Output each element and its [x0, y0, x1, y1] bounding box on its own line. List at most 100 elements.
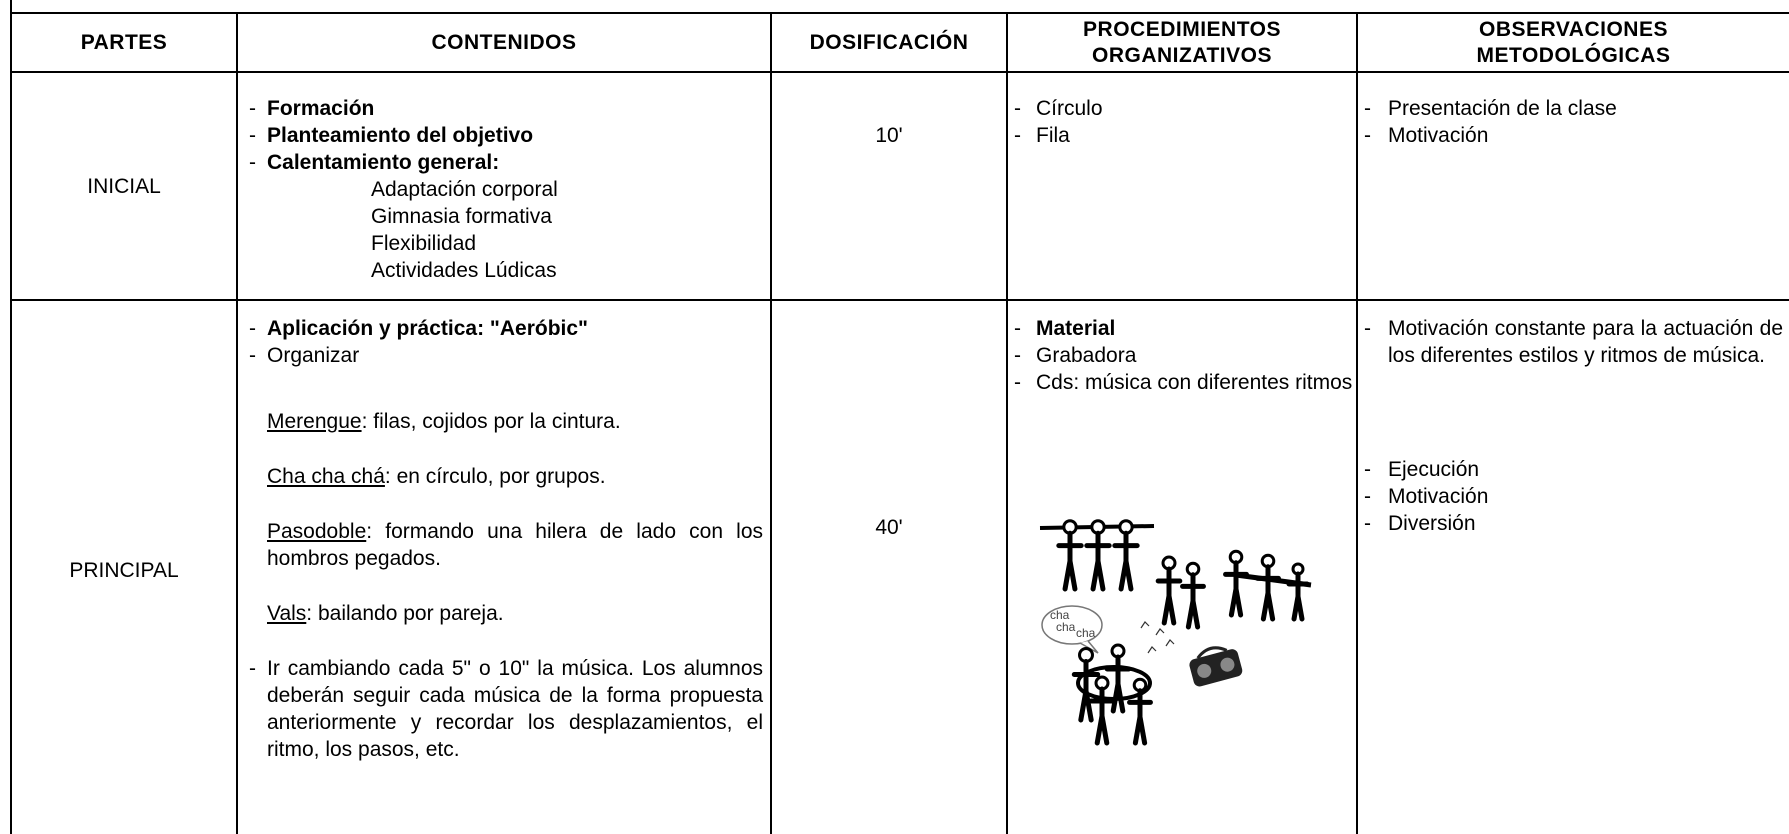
item-text: Planteamiento del objetivo: [267, 124, 534, 147]
subitem: Actividades Lúdicas: [371, 259, 557, 282]
dance: Cha cha chá: en círculo, por grupos.: [267, 463, 763, 490]
item: Cds: música con diferentes ritmos: [1008, 369, 1353, 396]
header-cell: DOSIFICACIÓN: [772, 13, 1006, 72]
item: Motivación: [1358, 483, 1783, 510]
dance-text: : bailando por pareja.: [306, 602, 504, 625]
header: PROCEDIMIENTOS ORGANIZATIVOS: [1083, 17, 1281, 67]
item: Motivación constante para la actuación d…: [1358, 315, 1783, 369]
item-text: Material: [1036, 317, 1116, 340]
list: Presentación de la clase Motivación: [1358, 95, 1783, 149]
border: [10, 12, 1789, 14]
item: Ir cambiando cada 5" o 10" la música. Lo…: [249, 655, 763, 763]
header-cell: PROCEDIMIENTOS ORGANIZATIVOS: [1008, 13, 1356, 72]
dances: Merengue: filas, cojidos por la cintura.…: [249, 408, 763, 627]
part: INICIAL: [87, 175, 161, 198]
list: Círculo Fila: [1008, 95, 1348, 149]
bubble-text: cha: [1076, 626, 1096, 640]
item-text: Cds: música con diferentes ritmos: [1036, 371, 1353, 394]
item: Motivación: [1358, 122, 1783, 149]
list: Aplicación y práctica: "Aeróbic" Organiz…: [249, 315, 763, 369]
item: Grabadora: [1008, 342, 1353, 369]
figure-part: [1076, 665, 1152, 701]
header-cell: OBSERVACIONES METODOLÓGICAS: [1358, 13, 1789, 72]
border: [10, 71, 1789, 73]
header: DOSIFICACIÓN: [809, 30, 969, 54]
speaker: [1197, 663, 1212, 678]
subitem: Adaptación corporal: [371, 178, 558, 201]
dance: Vals: bailando por pareja.: [267, 600, 763, 627]
border: [1006, 12, 1008, 834]
item-text: Aplicación y práctica: "Aeróbic": [267, 317, 589, 340]
header-cell: CONTENIDOS: [238, 13, 770, 72]
dance-text: : formando una hilera de lado con los ho…: [267, 520, 763, 570]
note: [1147, 646, 1157, 654]
list: Formación Planteamiento del objetivo Cal…: [249, 95, 763, 176]
procedures: Círculo Fila: [1008, 95, 1348, 149]
radio-body: [1189, 649, 1243, 687]
item: Calentamiento general:: [249, 149, 763, 176]
figure-part: [1067, 558, 1078, 592]
item: Aplicación y práctica: "Aeróbic": [249, 315, 763, 342]
item-text: Presentación de la clase: [1388, 97, 1617, 120]
item-text: Calentamiento general:: [267, 151, 500, 174]
contents: Formación Planteamiento del objetivo Cal…: [249, 95, 763, 284]
border: [10, 0, 12, 834]
handle: [1196, 646, 1228, 660]
item: Ejecución: [1358, 456, 1783, 483]
speech-bubble: [1041, 605, 1103, 645]
item-text: Círculo: [1036, 97, 1103, 120]
note: [1165, 639, 1175, 647]
figure-part: [1123, 558, 1134, 592]
item-text: Organizar: [267, 344, 360, 367]
header-cell: PARTES: [12, 13, 236, 72]
header: OBSERVACIONES METODOLÓGICAS: [1476, 17, 1671, 67]
item-text: Motivación constante para la actuación d…: [1388, 317, 1783, 367]
note: [1140, 621, 1150, 629]
border: [770, 12, 772, 834]
item: Formación: [249, 95, 763, 122]
item: Planteamiento del objetivo: [249, 122, 763, 149]
duration: 10': [875, 124, 903, 147]
observations: Presentación de la clase Motivación: [1358, 95, 1783, 149]
item-text: Diversión: [1388, 512, 1476, 535]
dance: Merengue: filas, cojidos por la cintura.: [267, 408, 763, 435]
radio: [1189, 646, 1243, 687]
figure-part: [1137, 714, 1148, 746]
dance: Pasodoble: formando una hilera de lado c…: [267, 518, 763, 572]
figure-part: [1235, 572, 1312, 588]
dance-name: Vals: [267, 602, 307, 625]
procedures: Material Grabadora Cds: música con difer…: [1008, 315, 1353, 396]
dance-text: : filas, cojidos por la cintura.: [361, 410, 621, 433]
note: [1155, 628, 1165, 636]
item: Organizar: [249, 342, 763, 369]
speaker: [1220, 657, 1235, 672]
dance-name: Cha cha chá: [267, 465, 385, 488]
item: Círculo: [1008, 95, 1348, 122]
item-text: Grabadora: [1036, 344, 1137, 367]
dance-text: : en círculo, por grupos.: [384, 465, 606, 488]
list: Ir cambiando cada 5" o 10" la música. Lo…: [249, 655, 763, 763]
figure-part: [1233, 586, 1244, 618]
observations: Motivación constante para la actuación d…: [1358, 315, 1783, 537]
list: Material Grabadora Cds: música con difer…: [1008, 315, 1353, 396]
item-text: Ejecución: [1388, 458, 1480, 481]
notes: [1140, 621, 1175, 654]
item-text: Motivación: [1388, 124, 1489, 147]
part: PRINCIPAL: [69, 559, 179, 582]
list: Ejecución Motivación Diversión: [1358, 456, 1783, 537]
header: CONTENIDOS: [431, 30, 577, 54]
subitem: Gimnasia formativa: [371, 205, 552, 228]
figure-part: [1095, 558, 1106, 592]
item: Diversión: [1358, 510, 1783, 537]
item-text: Motivación: [1388, 485, 1489, 508]
border: [10, 299, 1789, 301]
dance-name: Merengue: [267, 410, 362, 433]
item-text: Formación: [267, 97, 375, 120]
figure-part: [1166, 593, 1177, 626]
bubble-text: cha: [1050, 608, 1070, 622]
item: Presentación de la clase: [1358, 95, 1783, 122]
border: [236, 12, 238, 834]
dance-name: Pasodoble: [267, 520, 367, 543]
figure-part: [1190, 598, 1201, 630]
